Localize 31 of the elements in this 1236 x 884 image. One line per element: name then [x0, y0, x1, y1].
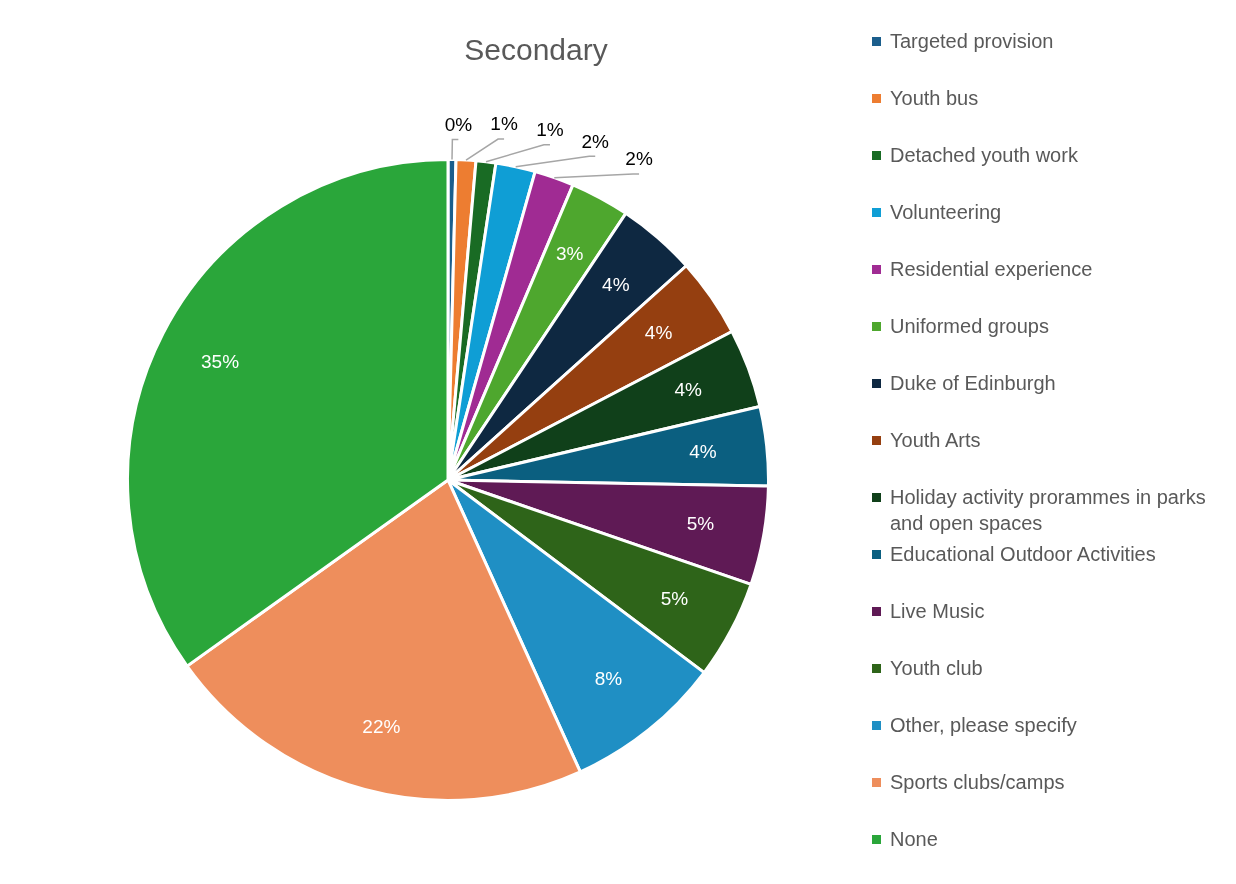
data-label: 4% — [674, 378, 703, 400]
data-label: 35% — [201, 350, 240, 372]
legend-label: Volunteering — [889, 200, 1003, 225]
legend-label: Holiday activity prorammes in parks and open spaces — [889, 485, 1207, 536]
data-label: 5% — [686, 512, 715, 534]
legend-label: Youth club — [889, 656, 984, 681]
data-label: 2% — [625, 148, 653, 170]
data-label: 1% — [490, 113, 518, 135]
legend-label: None — [889, 827, 939, 852]
data-label: 0% — [444, 113, 473, 135]
data-label: 4% — [644, 321, 673, 343]
legend-label: Youth bus — [889, 86, 980, 111]
data-label: 4% — [602, 274, 630, 296]
legend-label: Detached youth work — [889, 143, 1079, 168]
legend-label: Youth Arts — [889, 428, 982, 453]
legend-label: Duke of Edinburgh — [889, 371, 1057, 396]
chart-title: Secondary — [464, 33, 608, 67]
legend-label: Targeted provision — [889, 29, 1055, 54]
data-label: 2% — [581, 130, 610, 152]
data-label: 8% — [594, 668, 623, 690]
legend-label: Uniformed groups — [889, 314, 1050, 339]
legend-label: Educational Outdoor Activities — [889, 542, 1157, 567]
data-label: 1% — [536, 118, 564, 140]
legend-label: Residential experience — [889, 257, 1094, 282]
data-label: 22% — [362, 715, 401, 737]
data-label: 4% — [689, 441, 717, 463]
legend-label: Live Music — [889, 599, 986, 624]
legend-label: Other, please specify — [889, 713, 1078, 738]
data-label: 3% — [555, 242, 584, 264]
data-label: 5% — [660, 588, 689, 610]
legend-label: Sports clubs/camps — [889, 770, 1066, 795]
